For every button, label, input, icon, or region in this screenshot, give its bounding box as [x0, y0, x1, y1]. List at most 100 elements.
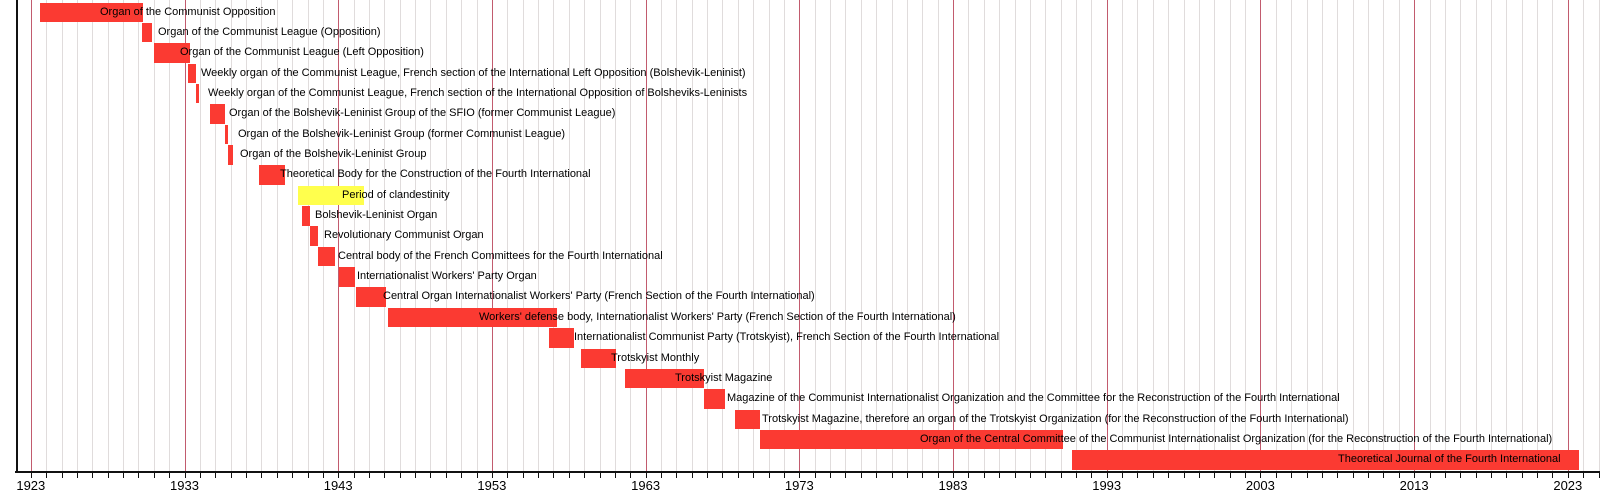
- year-gridline: [1060, 0, 1062, 471]
- bar-label: Central Organ Internationalist Workers' …: [383, 290, 815, 303]
- year-gridline: [276, 0, 278, 471]
- year-gridline: [1183, 0, 1185, 471]
- axis-tick: [1444, 473, 1446, 478]
- year-gridline: [737, 0, 739, 471]
- axis-year-label: 1933: [170, 478, 199, 493]
- axis-tick: [1076, 473, 1077, 478]
- year-gridline: [322, 0, 324, 471]
- axis-tick: [937, 473, 939, 478]
- year-gridline: [1506, 0, 1508, 471]
- year-gridline: [614, 0, 616, 471]
- axis-tick: [276, 473, 278, 478]
- axis-tick: [1398, 473, 1400, 478]
- year-gridline: [1598, 0, 1600, 471]
- axis-tick: [538, 473, 539, 478]
- year-gridline: [1429, 0, 1431, 471]
- decade-gridline: [338, 0, 340, 471]
- axis-tick: [338, 473, 340, 478]
- year-gridline: [1321, 0, 1323, 471]
- axis-tick: [1414, 473, 1416, 478]
- year-gridline: [891, 0, 893, 471]
- year-gridline: [1014, 0, 1016, 471]
- axis-year-label: 2003: [1245, 478, 1275, 493]
- bar-label: Revolutionary Communist Organ: [324, 229, 484, 242]
- axis-year-label: 1943: [323, 478, 353, 493]
- year-gridline: [307, 0, 309, 471]
- bar-label: Organ of the Communist League (Oppositio…: [158, 25, 381, 38]
- axis-tick: [1429, 473, 1431, 478]
- publication-period-bar: [196, 83, 199, 104]
- year-gridline: [1398, 0, 1400, 471]
- year-gridline: [169, 0, 171, 471]
- axis-tick: [999, 473, 1001, 478]
- year-gridline: [1275, 0, 1277, 471]
- axis-tick: [630, 473, 632, 478]
- axis-tick: [1475, 473, 1477, 478]
- axis-tick: [415, 473, 417, 478]
- year-gridline: [123, 0, 124, 471]
- axis-year-label: 1983: [938, 478, 968, 493]
- axis-tick: [76, 473, 78, 478]
- year-gridline: [1368, 0, 1369, 471]
- year-gridline: [1460, 0, 1462, 471]
- year-gridline: [1490, 0, 1492, 471]
- axis-tick: [584, 473, 586, 478]
- publication-period-bar: [302, 206, 311, 226]
- axis-year-label: 2023: [1553, 478, 1583, 493]
- axis-tick: [737, 473, 739, 478]
- axis-tick: [123, 473, 124, 478]
- year-gridline: [661, 0, 662, 471]
- axis-tick: [661, 473, 662, 478]
- publication-period-bar: [735, 409, 761, 430]
- year-gridline: [1122, 0, 1124, 471]
- axis-tick: [891, 473, 893, 478]
- axis-tick: [845, 473, 847, 478]
- axis-tick: [169, 473, 171, 478]
- axis-year-label: 1973: [784, 478, 814, 493]
- axis-tick: [292, 473, 294, 478]
- axis-tick: [215, 473, 217, 478]
- axis-tick: [553, 473, 555, 478]
- axis-tick: [1368, 473, 1369, 478]
- axis-tick: [199, 473, 201, 478]
- year-gridline: [199, 0, 201, 471]
- axis-tick: [753, 473, 755, 478]
- year-gridline: [1198, 0, 1200, 471]
- axis-tick: [599, 473, 601, 478]
- axis-tick: [46, 473, 48, 478]
- publication-period-bar: [625, 368, 705, 389]
- axis-tick: [384, 473, 386, 478]
- year-gridline: [707, 0, 709, 471]
- year-gridline: [1045, 0, 1047, 471]
- year-gridline: [1245, 0, 1246, 471]
- axis-tick: [261, 473, 263, 478]
- year-gridline: [1475, 0, 1477, 471]
- axis-tick: [1168, 473, 1170, 478]
- axis-tick: [1106, 473, 1108, 478]
- publication-period-bar: [356, 287, 387, 307]
- axis-tick: [476, 473, 478, 478]
- year-gridline: [768, 0, 770, 471]
- year-gridline: [353, 0, 355, 471]
- axis-tick: [1306, 473, 1308, 478]
- year-gridline: [1552, 0, 1554, 471]
- year-gridline: [1137, 0, 1139, 471]
- axis-year-label: 1923: [16, 478, 46, 493]
- axis-tick: [1537, 473, 1539, 478]
- axis-tick: [1275, 473, 1277, 478]
- publication-period-bar: [387, 307, 557, 328]
- bar-label: Central body of the French Committees fo…: [338, 249, 663, 262]
- year-gridline: [522, 0, 524, 471]
- bar-label: Trotskyist Magazine, therefore an organ …: [762, 412, 1349, 425]
- axis-tick: [1214, 473, 1216, 478]
- year-gridline: [814, 0, 816, 471]
- bar-label: Bolshevik-Leninist Organ: [315, 209, 438, 221]
- year-gridline: [1091, 0, 1093, 471]
- axis-tick: [983, 473, 985, 478]
- year-gridline: [368, 0, 370, 471]
- bar-label: Weekly organ of the Communist League, Fr…: [208, 86, 748, 99]
- year-gridline: [584, 0, 586, 471]
- year-gridline: [845, 0, 847, 471]
- axis-tick: [799, 473, 801, 478]
